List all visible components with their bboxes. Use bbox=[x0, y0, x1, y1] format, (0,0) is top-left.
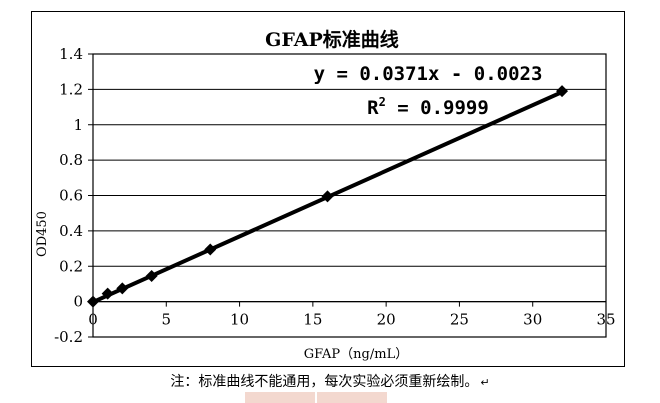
data-point-marker bbox=[101, 287, 114, 300]
r-squared-label: R2 = 0.9999 bbox=[367, 95, 489, 119]
y-tick-label: 0.6 bbox=[59, 187, 83, 205]
x-tick-label: 15 bbox=[303, 311, 322, 329]
y-tick-label: 1 bbox=[73, 116, 83, 134]
chart-frame: -0.2 0 0.2 0.4 0.6 0.8 1 1.2 1.4 0 5 10 15 20 25 30 35 … bbox=[31, 11, 625, 367]
x-tick-label: 35 bbox=[596, 311, 615, 329]
grid-layer bbox=[88, 53, 607, 338]
paragraph-mark-icon: ↵ bbox=[480, 376, 490, 389]
y-axis-label: OD450 bbox=[35, 211, 50, 257]
watermark-block-right bbox=[317, 392, 387, 403]
y-tick-label: 0.8 bbox=[59, 151, 83, 169]
footnote: 注：标准曲线不能通用，每次实验必须重新绘制。 ↵ bbox=[0, 371, 660, 391]
y-tick-label: 1.2 bbox=[59, 80, 83, 98]
y-tick-label: 1.4 bbox=[59, 45, 83, 63]
y-tick-label: 0.4 bbox=[59, 222, 83, 240]
r2-superscript: 2 bbox=[379, 95, 386, 109]
y-tick-label: 0.2 bbox=[59, 257, 83, 275]
x-tick-label: 25 bbox=[450, 311, 469, 329]
x-tick-label: 10 bbox=[230, 311, 249, 329]
chart-plot: -0.200.20.40.60.811.21.4 0 5 10 15 20 25 30 35 … bbox=[35, 28, 616, 362]
watermark-block-left bbox=[245, 392, 315, 403]
trend-equation: y = 0.0371x - 0.0023 bbox=[314, 63, 543, 85]
data-markers bbox=[87, 85, 569, 308]
data-point-marker bbox=[321, 190, 334, 203]
y-tick-labels: -0.2 0 0.2 0.4 0.6 0.8 1 1.2 1.4 bbox=[54, 45, 83, 346]
x-tick-labels: 0 5 10 15 20 25 30 35 bbox=[88, 311, 615, 329]
chart-title: GFAP标准曲线 bbox=[265, 28, 399, 51]
data-point-marker bbox=[116, 282, 129, 295]
r2-value: = 0.9999 bbox=[386, 97, 489, 119]
plot-area-border bbox=[92, 53, 607, 338]
y-tick-label: 0 bbox=[73, 293, 83, 311]
y-tick-label: -0.2 bbox=[54, 328, 83, 346]
x-tick-label: 5 bbox=[162, 311, 172, 329]
footnote-text: 注：标准曲线不能通用，每次实验必须重新绘制。 bbox=[170, 374, 479, 390]
x-tick-label: 30 bbox=[523, 311, 542, 329]
data-point-marker bbox=[87, 295, 99, 308]
x-axis-label: GFAP（ng/mL） bbox=[304, 347, 408, 362]
x-tick-label: 0 bbox=[88, 311, 98, 329]
data-point-marker bbox=[204, 243, 217, 256]
x-tick-label: 20 bbox=[377, 311, 396, 329]
data-point-marker bbox=[145, 269, 158, 282]
r2-symbol: R bbox=[367, 97, 379, 119]
data-point-marker bbox=[556, 85, 569, 98]
